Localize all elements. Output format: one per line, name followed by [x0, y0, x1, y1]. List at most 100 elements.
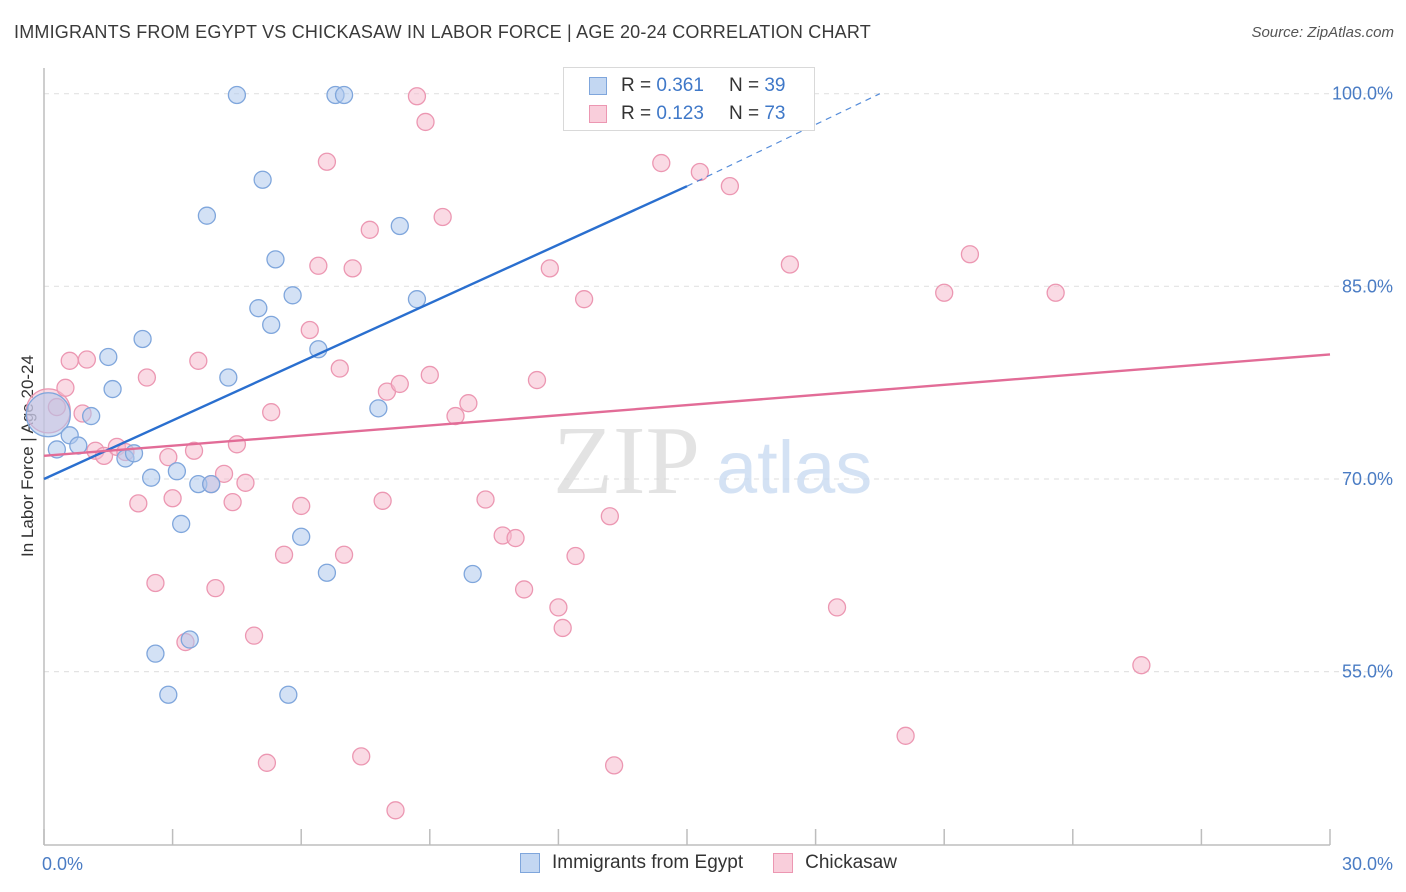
egypt-point-14 — [172, 514, 191, 534]
source-credit: Source: ZipAtlas.com — [1251, 24, 1394, 41]
chickasaw-point-51 — [527, 370, 547, 390]
egypt-point-5 — [99, 347, 118, 367]
chickasaw-point-12 — [146, 573, 165, 593]
chickasaw-point-17 — [189, 351, 208, 370]
legend-row-chickasaw: R = 0.123 N = 73 — [589, 102, 785, 126]
r-value: 0.361 — [656, 75, 704, 96]
egypt-point-12 — [159, 685, 178, 704]
egypt-point-22 — [253, 170, 272, 189]
chickasaw-point-21 — [223, 492, 242, 512]
egypt-swatch — [589, 77, 607, 95]
y-tick-label-70: 70.0% — [1342, 469, 1393, 489]
chickasaw-point-29 — [300, 320, 319, 340]
chickasaw-point-34 — [343, 259, 362, 278]
egypt-point-18 — [202, 474, 221, 494]
n-value: 73 — [764, 103, 786, 124]
egypt-point-20 — [227, 85, 247, 105]
r-value: 0.123 — [656, 103, 704, 124]
chickasaw-point-26 — [262, 403, 281, 422]
chickasaw-point-28 — [292, 496, 311, 516]
legend-item-egypt[interactable]: Immigrants from Egypt — [520, 852, 743, 874]
chickasaw-point-16 — [184, 441, 204, 460]
y-tick-label-55: 55.0% — [1342, 662, 1393, 682]
chickasaw-point-43 — [420, 365, 439, 385]
chickasaw-point-50 — [514, 580, 534, 599]
chickasaw-point-53 — [549, 598, 568, 617]
n-label: N = — [728, 103, 760, 124]
chickasaw-point-57 — [600, 507, 619, 526]
chickasaw-legend-swatch — [773, 853, 794, 873]
chickasaw-point-58 — [604, 756, 624, 775]
chickasaw-point-41 — [407, 87, 427, 106]
egypt-point-26 — [283, 286, 302, 305]
chickasaw-point-64 — [780, 255, 800, 274]
chickasaw-point-35 — [352, 747, 371, 766]
egypt-point-29 — [317, 563, 337, 582]
x-tick-label-0: 0.0% — [42, 854, 83, 874]
egypt-point-34 — [407, 290, 427, 309]
egypt-legend-swatch — [520, 853, 540, 873]
egypt-point-32 — [369, 399, 388, 418]
egypt-point-11 — [146, 644, 165, 663]
chickasaw-point-36 — [360, 220, 379, 239]
n-label: N = — [728, 75, 760, 96]
chickasaw-point-25 — [257, 753, 277, 772]
chickasaw-swatch — [589, 105, 607, 123]
egypt-point-13 — [167, 462, 187, 481]
chickasaw-point-47 — [476, 490, 495, 509]
chickasaw-point-13 — [159, 447, 178, 467]
chickasaw-point-20 — [214, 464, 234, 483]
chickasaw-point-52 — [540, 259, 559, 278]
egypt-point-6 — [103, 379, 122, 399]
chickasaw-point-67 — [935, 283, 954, 302]
chickasaw-point-2 — [56, 378, 75, 397]
watermark-atlas: atlas — [716, 426, 872, 509]
egypt-point-33 — [390, 216, 409, 236]
chickasaw-point-14 — [163, 489, 182, 508]
chickasaw-point-49 — [506, 528, 525, 548]
egypt-trend-extension — [686, 93, 881, 187]
n-value: 39 — [764, 75, 786, 96]
chickasaw-point-30 — [309, 256, 328, 275]
r-label: R = — [621, 75, 652, 96]
chickasaw-point-5 — [77, 350, 97, 369]
chickasaw-point-61 — [690, 162, 710, 182]
chickasaw-point-22 — [227, 435, 247, 454]
chickasaw-point-32 — [330, 359, 349, 378]
chickasaw-point-31 — [317, 152, 337, 171]
egypt-point-0 — [25, 392, 71, 438]
watermark-zip: ZIP — [553, 407, 700, 515]
r-label: R = — [621, 103, 652, 124]
egypt-legend-label: Immigrants from Egypt — [552, 852, 744, 873]
egypt-point-21 — [249, 299, 268, 318]
correlation-legend: R = 0.361 N = 39 R = 0.123 N = 73 — [563, 67, 815, 131]
chickasaw-point-66 — [896, 726, 915, 745]
chickasaw-point-60 — [652, 153, 671, 173]
y-tick-label-85: 85.0% — [1342, 276, 1393, 296]
egypt-point-25 — [279, 685, 298, 704]
chickasaw-point-44 — [433, 207, 452, 227]
chickasaw-point-46 — [459, 394, 478, 413]
chickasaw-trend-line — [43, 353, 1331, 458]
chickasaw-point-27 — [274, 545, 294, 564]
egypt-point-15 — [180, 630, 199, 649]
egypt-point-9 — [133, 329, 152, 349]
chickasaw-point-55 — [566, 546, 585, 566]
egypt-trend-line — [43, 185, 688, 481]
egypt-point-35 — [463, 564, 482, 584]
egypt-point-19 — [219, 368, 238, 387]
zipatlas-watermark: ZIP atlas — [553, 407, 872, 515]
chickasaw-point-70 — [1132, 656, 1151, 675]
legend-item-chickasaw[interactable]: Chickasaw — [773, 852, 897, 874]
x-tick-label-30: 30.0% — [1342, 854, 1393, 874]
chickasaw-point-62 — [720, 177, 740, 196]
y-tick-label-100: 100.0% — [1332, 84, 1393, 104]
chickasaw-point-10 — [129, 494, 148, 513]
chickasaw-point-33 — [334, 545, 354, 564]
chickasaw-point-42 — [416, 112, 435, 132]
egypt-point-10 — [142, 468, 161, 487]
chickasaw-point-54 — [553, 618, 572, 638]
chickasaw-point-37 — [373, 491, 392, 510]
egypt-point-17 — [197, 206, 217, 225]
chickasaw-point-11 — [137, 368, 157, 387]
